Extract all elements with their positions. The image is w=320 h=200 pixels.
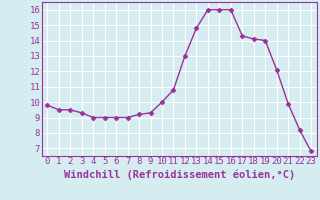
X-axis label: Windchill (Refroidissement éolien,°C): Windchill (Refroidissement éolien,°C): [64, 169, 295, 180]
